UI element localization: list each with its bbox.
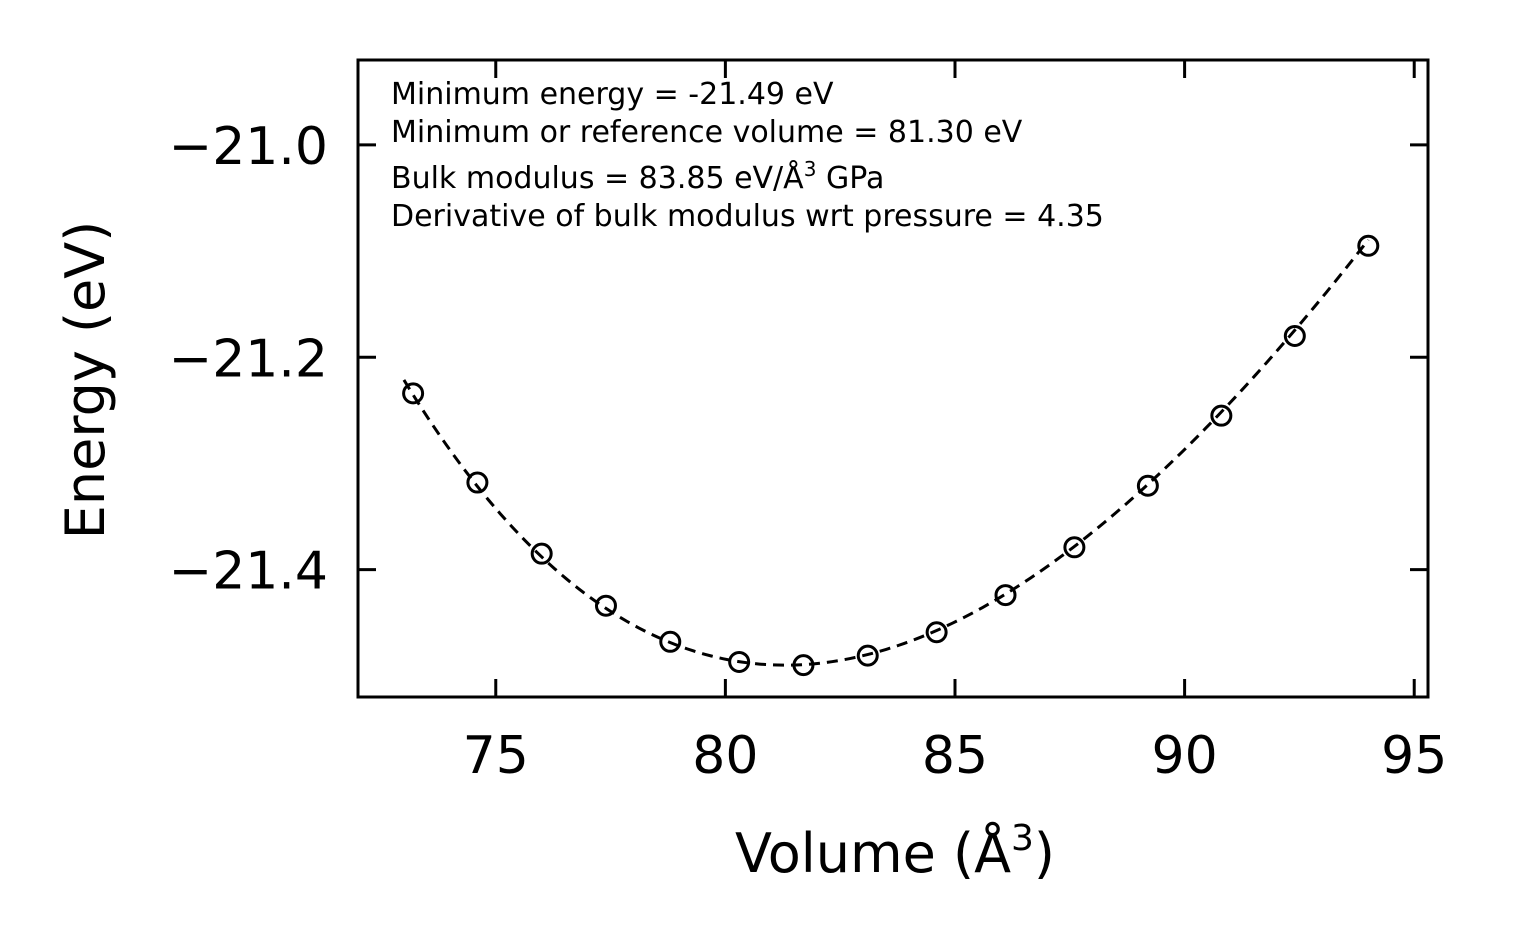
annotation-box: Minimum energy = -21.49 eV Minimum or re… xyxy=(391,77,1104,234)
fit-curve xyxy=(402,238,1370,667)
x-tick-label: 80 xyxy=(692,726,758,786)
annotation-min-energy: Minimum energy = -21.49 eV xyxy=(391,77,834,112)
data-point xyxy=(1136,474,1159,497)
plot-frame xyxy=(356,58,1430,699)
data-point xyxy=(659,630,682,653)
ticks-layer: 75 80 85 90 95 −21.0 −21.2 −21.4 xyxy=(169,60,1447,786)
data-point xyxy=(594,594,617,617)
x-axis-label-text: Volume (Å xyxy=(735,821,1011,885)
data-point xyxy=(402,382,425,405)
y-tick-label: −21.0 xyxy=(169,117,328,177)
x-tick-label: 85 xyxy=(922,726,988,786)
annotation-bulk-modulus-tail: GPa xyxy=(816,161,884,196)
fit-curve-layer xyxy=(402,238,1370,667)
data-point xyxy=(728,650,751,673)
x-axis-label: Volume (Å3) xyxy=(735,818,1055,885)
annotation-bulk-modulus-sup: 3 xyxy=(804,157,817,181)
data-point xyxy=(994,584,1017,607)
x-axis-label-sup: 3 xyxy=(1011,818,1034,859)
data-point xyxy=(530,542,553,565)
data-point xyxy=(1283,325,1306,348)
y-tick-label: −21.2 xyxy=(169,329,328,389)
data-point xyxy=(856,644,879,667)
annotation-bulk-modulus: Bulk modulus = 83.85 eV/Å3 GPa xyxy=(391,157,884,196)
x-axis-label-close: ) xyxy=(1034,822,1055,885)
data-point xyxy=(466,471,489,494)
x-tick-label: 75 xyxy=(463,726,529,786)
data-point xyxy=(1063,536,1086,559)
y-tick-label: −21.4 xyxy=(169,542,328,602)
data-point xyxy=(925,621,948,644)
data-points-layer xyxy=(402,234,1380,677)
annotation-bulk-modulus-derivative: Derivative of bulk modulus wrt pressure … xyxy=(391,199,1104,234)
data-point xyxy=(792,654,815,677)
annotation-bulk-modulus-text: Bulk modulus = 83.85 eV/Å xyxy=(391,160,804,196)
annotation-ref-volume: Minimum or reference volume = 81.30 eV xyxy=(391,115,1023,150)
y-axis-label: Energy (eV) xyxy=(54,221,117,540)
x-tick-label: 90 xyxy=(1152,726,1218,786)
data-point xyxy=(1357,234,1380,257)
x-tick-label: 95 xyxy=(1381,726,1447,786)
data-point xyxy=(1210,404,1233,427)
